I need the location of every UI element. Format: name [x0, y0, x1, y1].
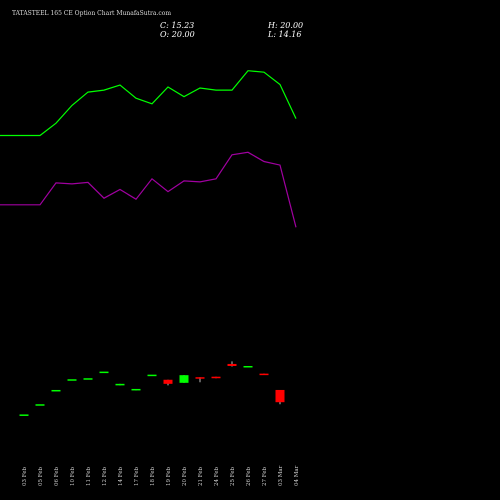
- candle-body: [195, 377, 205, 379]
- x-tick-label: 25 Feb: [230, 466, 236, 486]
- x-tick-label: 27 Feb: [262, 466, 268, 486]
- x-tick-label: 19 Feb: [166, 466, 172, 486]
- x-tick-label: 10 Feb: [70, 466, 76, 486]
- candle-body: [35, 404, 45, 406]
- candle-body: [83, 378, 93, 380]
- x-tick-label: 20 Feb: [182, 466, 188, 486]
- candle-body: [99, 371, 109, 374]
- x-tick-label: 21 Feb: [198, 466, 204, 486]
- x-tick-label: 06 Feb: [54, 466, 60, 486]
- x-tick-label: 18 Feb: [150, 466, 156, 486]
- candle-body: [243, 365, 253, 368]
- low-value: L: 14.16: [268, 30, 302, 39]
- x-tick-label: 11 Feb: [86, 466, 92, 486]
- series-line-1: [0, 70, 297, 137]
- series-line-2: [0, 151, 297, 228]
- candle-body: [163, 379, 173, 384]
- x-tick-label: 26 Feb: [246, 466, 252, 486]
- x-tick-label: 03 Feb: [22, 466, 28, 486]
- x-tick-label: 04 Mar: [294, 465, 300, 486]
- candle-body: [275, 389, 285, 403]
- candle-body: [179, 375, 189, 383]
- x-tick-label: 14 Feb: [118, 466, 124, 486]
- candle-body: [147, 374, 157, 377]
- candle-body: [19, 414, 29, 416]
- x-tick-label: 17 Feb: [134, 466, 140, 486]
- candle-body: [211, 376, 221, 379]
- close-value: C: 15.23: [160, 21, 195, 30]
- chart-title: TATASTEEL 165 CE Option Chart MunafaSutr…: [12, 10, 172, 17]
- candle-body: [51, 389, 61, 392]
- x-tick-label: 03 Mar: [278, 465, 284, 486]
- x-tick-label: 12 Feb: [102, 466, 108, 486]
- x-tick-label: 24 Feb: [214, 466, 220, 486]
- candle-body: [259, 373, 269, 376]
- high-value: H: 20.00: [268, 21, 304, 30]
- open-value: O: 20.00: [160, 30, 195, 39]
- candle-body: [227, 363, 237, 366]
- candle-body: [67, 379, 77, 381]
- candle-body: [131, 388, 141, 391]
- candle-body: [115, 383, 125, 386]
- x-tick-label: 05 Feb: [38, 466, 44, 486]
